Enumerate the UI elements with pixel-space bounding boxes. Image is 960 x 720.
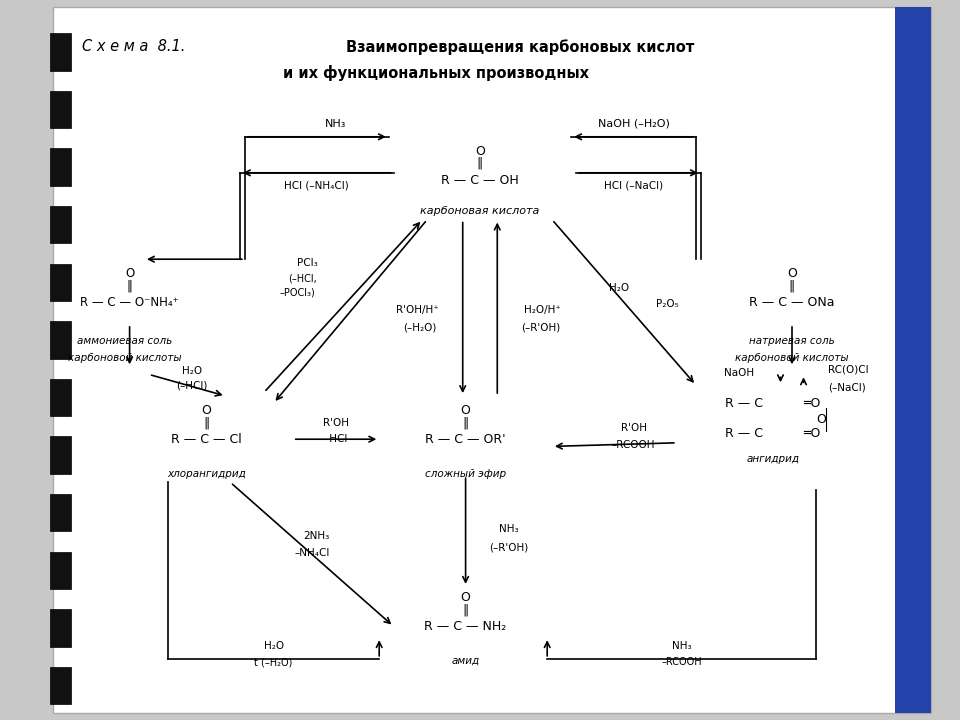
Text: O: O [475,145,485,158]
Text: карбоновой кислоты: карбоновой кислоты [68,353,181,363]
Text: R — C — ONa: R — C — ONa [749,296,835,309]
Text: H₂O: H₂O [182,366,202,376]
Bar [50,264,71,301]
Text: t (–H₂O): t (–H₂O) [254,657,293,667]
Text: ‖: ‖ [463,603,468,616]
Text: NH₃: NH₃ [672,641,691,651]
Bar [50,609,71,647]
Text: (–HCl): (–HCl) [177,380,207,390]
Text: –POCl₃): –POCl₃) [279,287,316,297]
Text: NH₃: NH₃ [325,119,347,129]
Bar [50,91,71,128]
Bar [50,436,71,474]
Text: P₂O₅: P₂O₅ [656,299,679,309]
Text: ═O: ═O [804,427,821,440]
Text: –NH₄Cl: –NH₄Cl [295,548,329,558]
Text: PCl₃: PCl₃ [297,258,318,268]
Text: O: O [461,591,470,604]
Text: NH₃: NH₃ [499,524,518,534]
Text: ‖: ‖ [204,416,209,429]
Bar [50,494,71,531]
Text: –RCOOH: –RCOOH [661,657,702,667]
Bar [895,7,931,713]
Text: ‖: ‖ [463,416,468,429]
Text: R — C: R — C [725,397,763,410]
Text: ‖: ‖ [127,279,132,292]
Text: (–H₂O): (–H₂O) [403,323,436,333]
Text: H₂O/H⁺: H₂O/H⁺ [524,305,561,315]
Text: O: O [202,404,211,417]
Text: –RCOOH: –RCOOH [612,440,656,450]
Text: R'OH/H⁺: R'OH/H⁺ [396,305,439,315]
Text: (–HCl,: (–HCl, [288,274,317,284]
Bar [50,667,71,704]
Text: NaOH (–H₂O): NaOH (–H₂O) [598,119,669,129]
Text: O: O [125,267,134,280]
Text: С х е м а  8.1.: С х е м а 8.1. [82,40,185,54]
Bar [50,33,71,71]
Bar [50,321,71,359]
Bar [50,379,71,416]
Text: R — C — OH: R — C — OH [442,174,518,186]
Text: натриевая соль: натриевая соль [749,336,835,346]
Text: R — C — Cl: R — C — Cl [171,433,242,446]
Bar [50,552,71,589]
Text: R — C: R — C [725,427,763,440]
Text: Взаимопревращения карбоновых кислот: Взаимопревращения карбоновых кислот [346,39,694,55]
Text: R — C — O⁻NH₄⁺: R — C — O⁻NH₄⁺ [81,296,179,309]
Text: H₂O: H₂O [264,641,283,651]
Text: RC(O)Cl: RC(O)Cl [828,364,869,374]
Text: амид: амид [451,656,480,666]
Text: аммониевая соль: аммониевая соль [77,336,173,346]
Text: сложный эфир: сложный эфир [425,469,506,479]
Text: (–R'OH): (–R'OH) [521,323,560,333]
Text: ═O: ═O [804,397,821,410]
Text: O: O [461,404,470,417]
Text: (–NaCl): (–NaCl) [828,382,866,392]
Text: карбоновой кислоты: карбоновой кислоты [735,353,849,363]
Text: ‖: ‖ [477,157,483,170]
Text: ‖: ‖ [789,279,795,292]
Text: R — C — NH₂: R — C — NH₂ [424,620,507,633]
Text: (–R'OH): (–R'OH) [490,542,528,552]
Text: –HCl: –HCl [324,434,348,444]
Text: ангидрид: ангидрид [746,454,800,464]
Text: O: O [816,413,826,426]
Bar [50,148,71,186]
Text: R'OH: R'OH [620,423,647,433]
Text: R'OH: R'OH [323,418,349,428]
Text: и их функциональных производных: и их функциональных производных [283,66,589,81]
Text: HCl (–NH₄Cl): HCl (–NH₄Cl) [284,181,349,191]
Text: карбоновая кислота: карбоновая кислота [420,206,540,216]
Text: 2NH₃: 2NH₃ [303,531,330,541]
Text: R — C — OR': R — C — OR' [425,433,506,446]
Text: O: O [787,267,797,280]
Text: NaOH: NaOH [724,368,755,377]
Text: HCl (–NaCl): HCl (–NaCl) [604,181,663,191]
Text: H₂O: H₂O [610,283,629,293]
Bar [50,206,71,243]
Text: хлорангидрид: хлорангидрид [167,469,246,479]
